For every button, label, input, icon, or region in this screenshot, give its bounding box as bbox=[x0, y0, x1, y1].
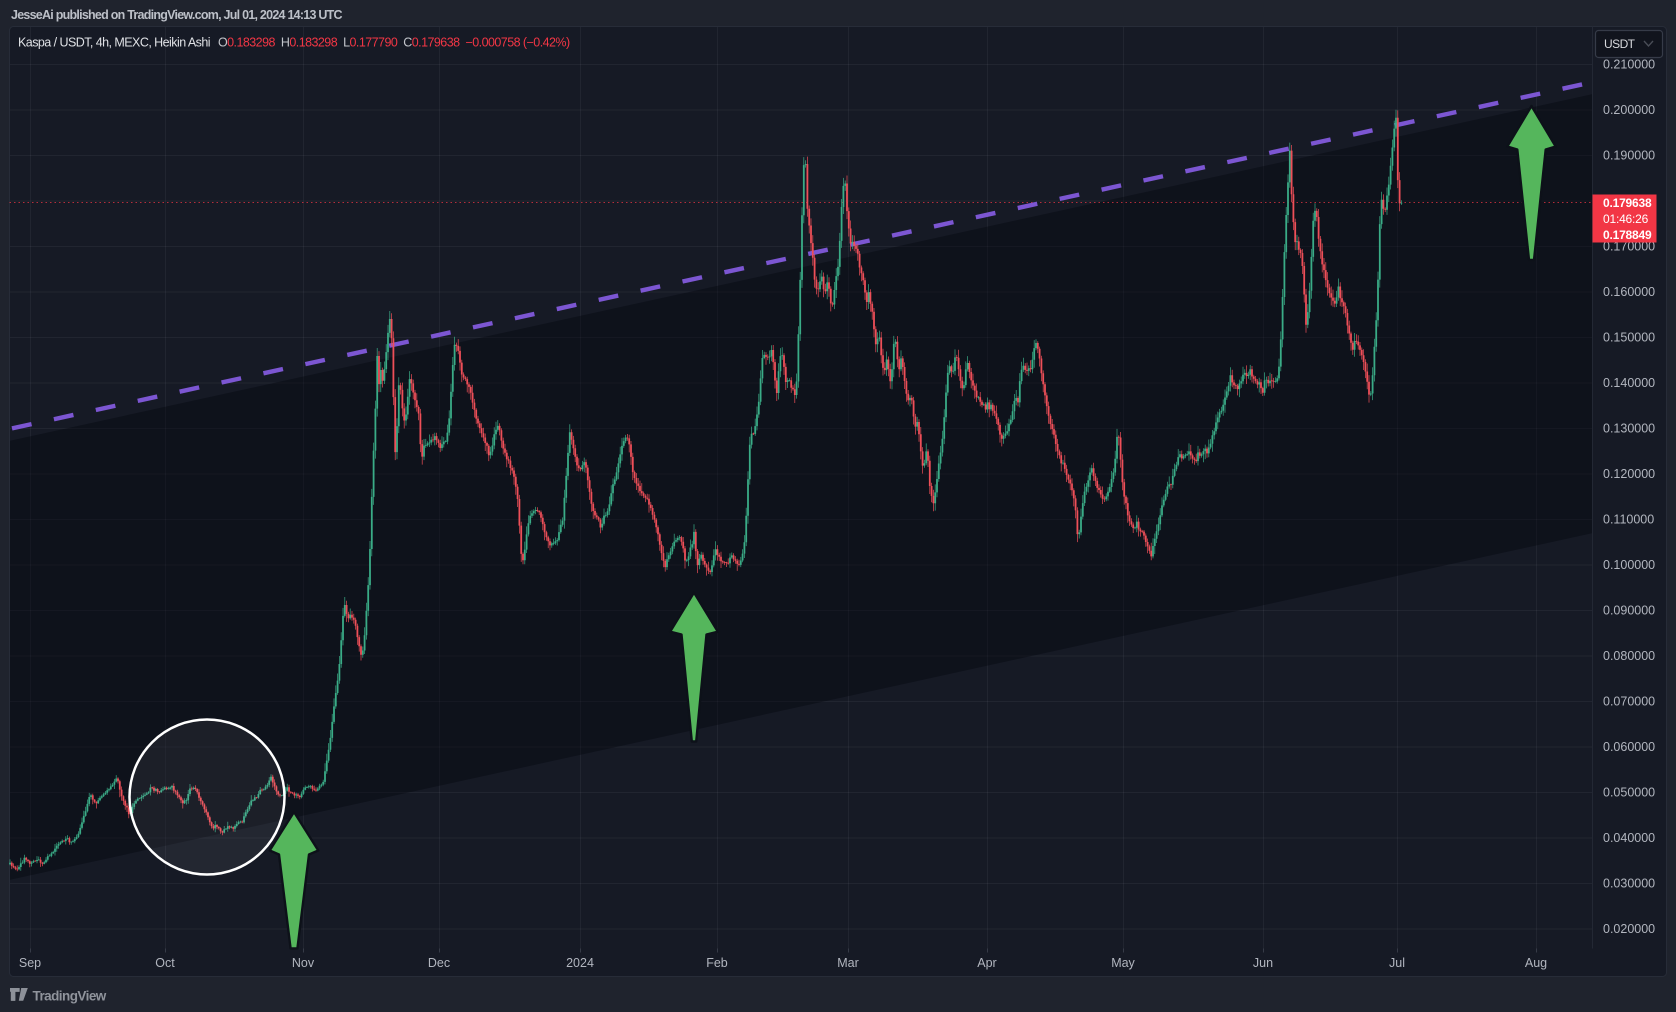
svg-text:0.120000: 0.120000 bbox=[1603, 467, 1655, 481]
svg-text:Jul: Jul bbox=[1389, 956, 1405, 970]
svg-text:Kaspa / USDT, 4h, MEXC, Heikin: Kaspa / USDT, 4h, MEXC, Heikin Ashi O0.18… bbox=[18, 36, 570, 50]
svg-text:Sep: Sep bbox=[19, 956, 41, 970]
svg-text:0.040000: 0.040000 bbox=[1603, 831, 1655, 845]
svg-text:0.190000: 0.190000 bbox=[1603, 149, 1655, 163]
svg-text:Aug: Aug bbox=[1525, 956, 1547, 970]
svg-text:0.178849: 0.178849 bbox=[1603, 228, 1652, 242]
svg-text:Apr: Apr bbox=[977, 956, 996, 970]
svg-text:0.020000: 0.020000 bbox=[1603, 922, 1655, 936]
svg-text:0.060000: 0.060000 bbox=[1603, 740, 1655, 754]
svg-text:0.140000: 0.140000 bbox=[1603, 376, 1655, 390]
svg-text:0.160000: 0.160000 bbox=[1603, 285, 1655, 299]
svg-text:Nov: Nov bbox=[292, 956, 315, 970]
svg-text:0.070000: 0.070000 bbox=[1603, 695, 1655, 709]
svg-text:Feb: Feb bbox=[706, 956, 728, 970]
svg-text:0.080000: 0.080000 bbox=[1603, 649, 1655, 663]
svg-text:TradingView: TradingView bbox=[33, 989, 107, 1004]
svg-text:Oct: Oct bbox=[155, 956, 175, 970]
svg-text:May: May bbox=[1111, 956, 1135, 970]
svg-text:2024: 2024 bbox=[566, 956, 594, 970]
svg-text:0.090000: 0.090000 bbox=[1603, 604, 1655, 618]
svg-text:0.210000: 0.210000 bbox=[1603, 58, 1655, 72]
svg-text:0.130000: 0.130000 bbox=[1603, 422, 1655, 436]
svg-text:0.030000: 0.030000 bbox=[1603, 877, 1655, 891]
svg-text:0.110000: 0.110000 bbox=[1603, 513, 1654, 527]
svg-text:0.100000: 0.100000 bbox=[1603, 558, 1655, 572]
svg-text:0.179638: 0.179638 bbox=[1603, 196, 1652, 210]
svg-text:0.200000: 0.200000 bbox=[1603, 103, 1655, 117]
svg-text:0.170000: 0.170000 bbox=[1603, 240, 1655, 254]
svg-text:0.150000: 0.150000 bbox=[1603, 331, 1655, 345]
svg-text:Jun: Jun bbox=[1253, 956, 1273, 970]
svg-text:USDT: USDT bbox=[1604, 37, 1636, 51]
svg-text:JesseAi published on TradingVi: JesseAi published on TradingView.com, Ju… bbox=[11, 8, 343, 22]
svg-text:Mar: Mar bbox=[837, 956, 859, 970]
svg-text:01:46:26: 01:46:26 bbox=[1603, 212, 1649, 226]
svg-text:Dec: Dec bbox=[428, 956, 450, 970]
svg-text:0.050000: 0.050000 bbox=[1603, 786, 1655, 800]
